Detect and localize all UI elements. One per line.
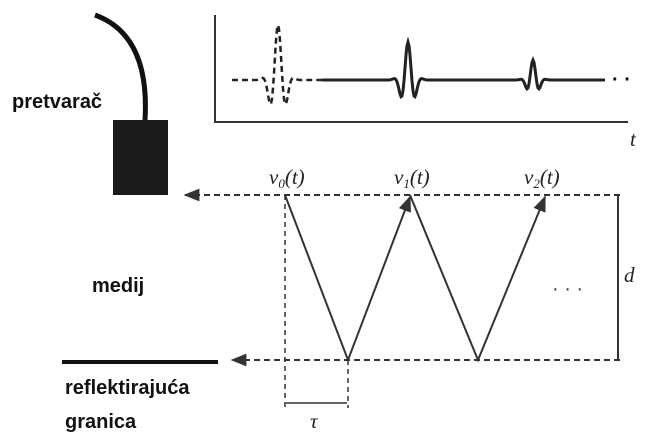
echo-label-base: v [524,165,534,189]
wave-dots: · · [612,69,631,91]
echo-label-sub: 0 [278,176,285,191]
time-axis-label: t [630,127,637,151]
emitted-pulse [232,24,322,106]
echo-label-base: v [269,165,279,189]
path-1 [284,194,411,363]
echo-label-arg: (t) [540,165,560,189]
echo-label-sub: 1 [403,176,410,191]
echo-label-arg: (t) [285,165,305,189]
medium-label: medij [92,275,144,297]
boundary-label: granica [65,411,137,433]
cable [94,12,148,121]
boundary-label: reflektirajuća [65,377,190,399]
transducer [113,120,168,195]
echo-label-base: v [394,165,404,189]
distance-label: d [624,263,635,287]
axes [214,15,628,123]
echo-label: v1(t) [394,165,430,191]
path-dots: · · · [552,278,583,300]
echo-label-arg: (t) [410,165,430,189]
transducer-label: pretvarač [12,91,102,113]
received-echoes [322,36,605,100]
delay-label: τ [310,409,319,433]
echo-label: v0(t) [269,165,305,191]
echo-label-sub: 2 [533,176,540,191]
echo-label: v2(t) [524,165,560,191]
path-2 [409,194,546,363]
